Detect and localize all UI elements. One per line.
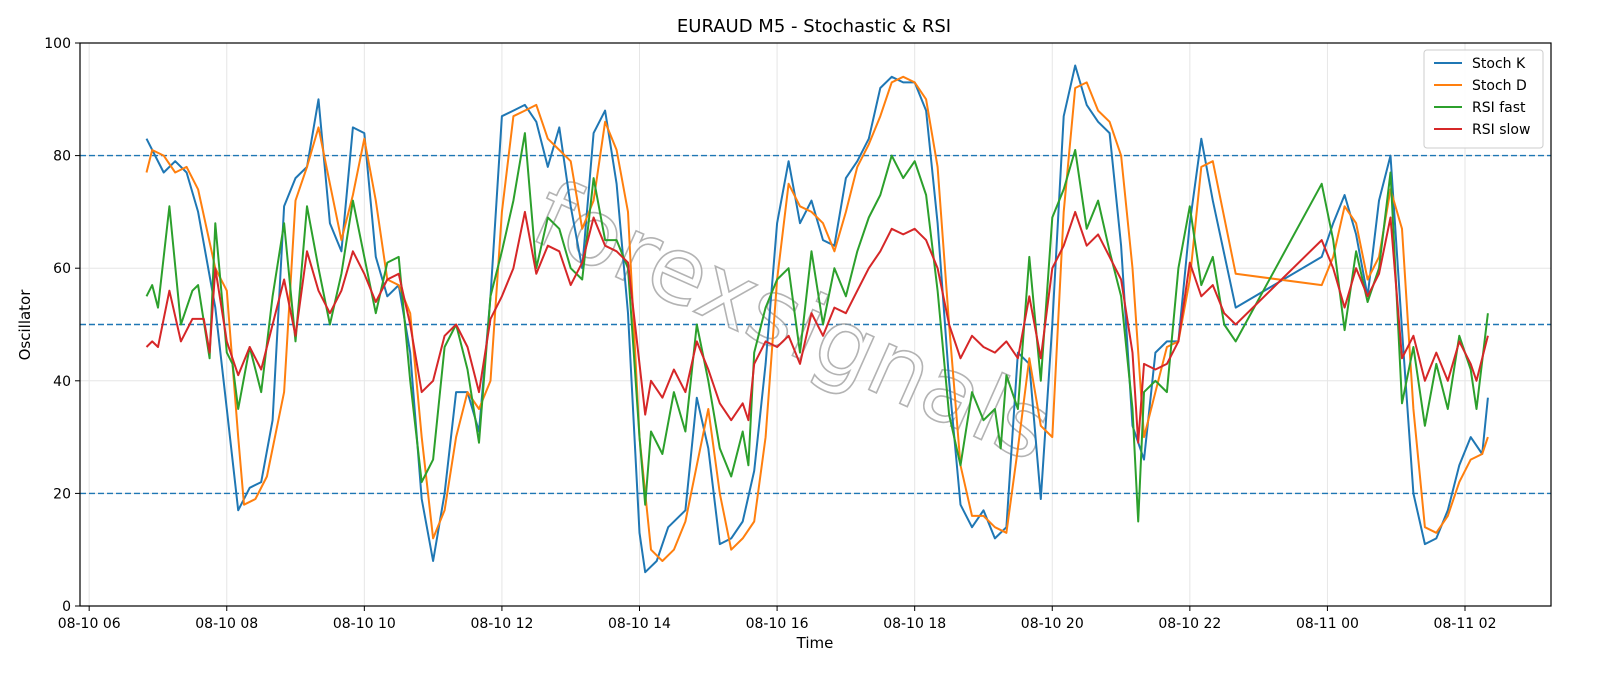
legend-label: RSI fast	[1472, 100, 1526, 116]
legend-box	[1423, 49, 1544, 149]
x-tick-label: 08-10 14	[608, 616, 671, 632]
x-tick-label: 08-10 06	[58, 616, 121, 632]
legend: Stoch K Stoch D RSI fast RSI slow	[1423, 49, 1544, 149]
x-tick-label: 08-11 02	[1434, 616, 1497, 632]
x-tick-label: 08-10 10	[333, 616, 396, 632]
plot-frame	[79, 42, 1552, 607]
series-line	[145, 210, 1489, 444]
y-axis-ticks: 0 20 40 60 80 100	[44, 36, 80, 615]
y-tick-label: 20	[53, 486, 71, 502]
chart-title: EURAUD M5 - Stochastic & RSI	[677, 16, 951, 37]
legend-label: Stoch K	[1472, 56, 1526, 72]
x-axis-ticks: 08-10 06 08-10 08 08-10 10 08-10 12 08-10 14…	[58, 606, 1497, 632]
y-axis-label: Oscillator	[16, 289, 34, 361]
x-axis-label: Time	[796, 634, 834, 652]
legend-label: RSI slow	[1472, 122, 1530, 138]
y-tick-label: 80	[53, 149, 71, 165]
x-tick-label: 08-10 18	[883, 616, 946, 632]
legend-label: Stoch D	[1472, 78, 1527, 94]
series-line	[145, 132, 1489, 523]
x-tick-label: 08-10 16	[746, 616, 809, 632]
series-lines	[145, 64, 1489, 574]
x-tick-label: 08-10 08	[195, 616, 258, 632]
y-tick-label: 60	[53, 261, 71, 277]
y-tick-label: 100	[44, 36, 71, 52]
x-tick-label: 08-11 00	[1296, 616, 1359, 632]
x-tick-label: 08-10 22	[1158, 616, 1221, 632]
x-tick-label: 08-10 12	[470, 616, 533, 632]
y-tick-label: 40	[53, 374, 71, 390]
x-tick-label: 08-10 20	[1021, 616, 1084, 632]
y-tick-label: 0	[62, 599, 71, 615]
